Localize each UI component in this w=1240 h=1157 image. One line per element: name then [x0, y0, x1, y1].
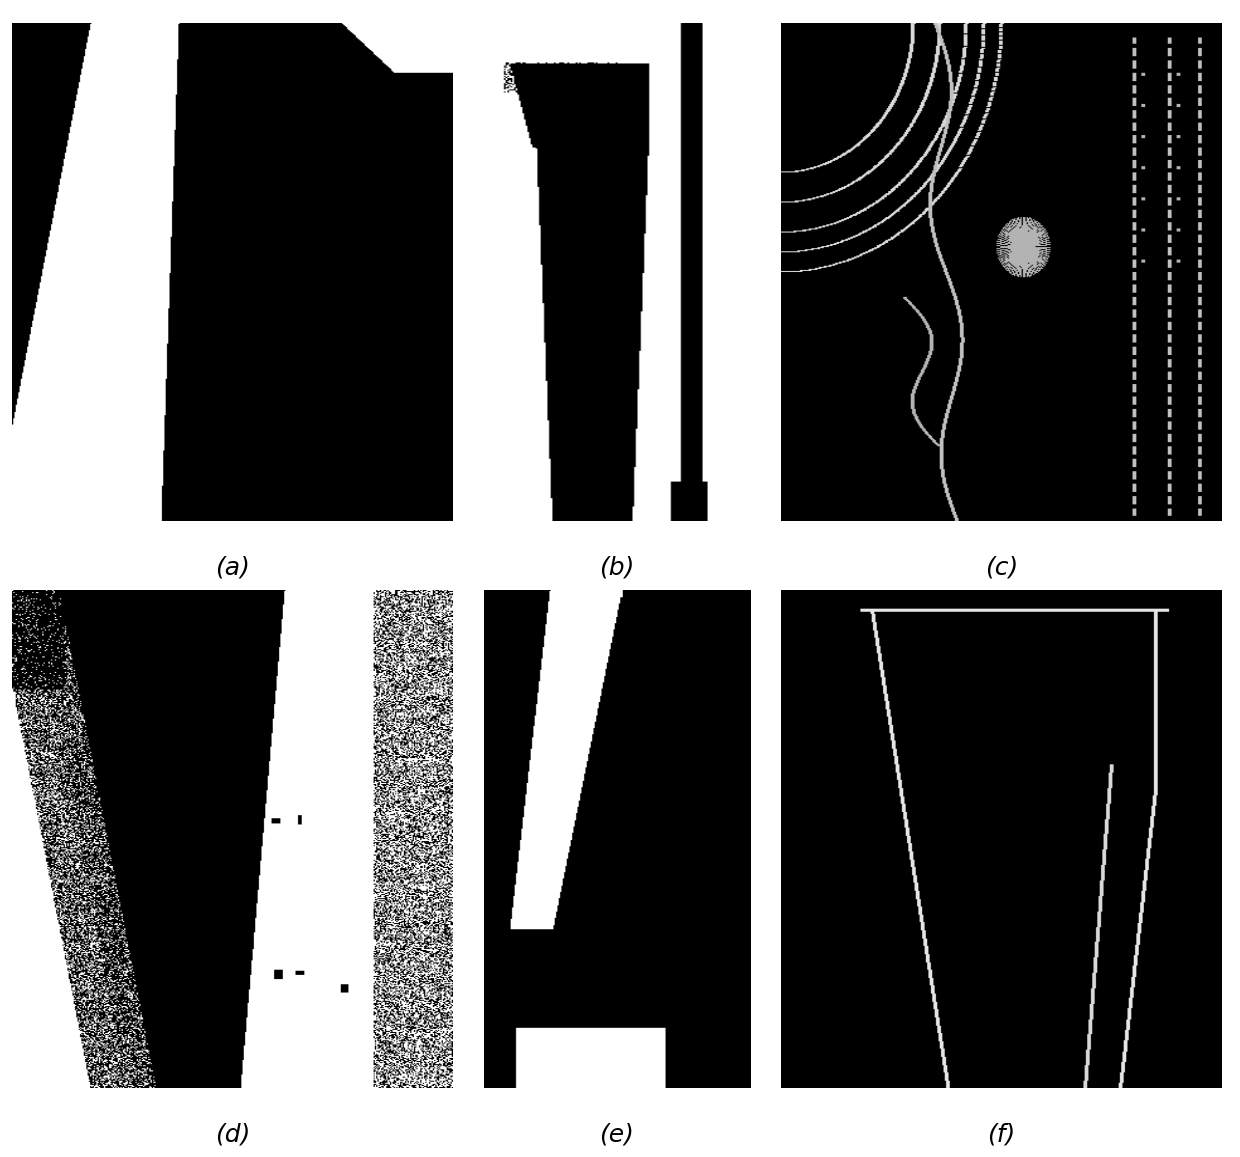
Text: (a): (a) [215, 555, 250, 580]
Text: (f): (f) [987, 1122, 1016, 1147]
Text: (e): (e) [599, 1122, 635, 1147]
Text: (b): (b) [599, 555, 635, 580]
Text: (c): (c) [985, 555, 1018, 580]
Text: (d): (d) [215, 1122, 250, 1147]
